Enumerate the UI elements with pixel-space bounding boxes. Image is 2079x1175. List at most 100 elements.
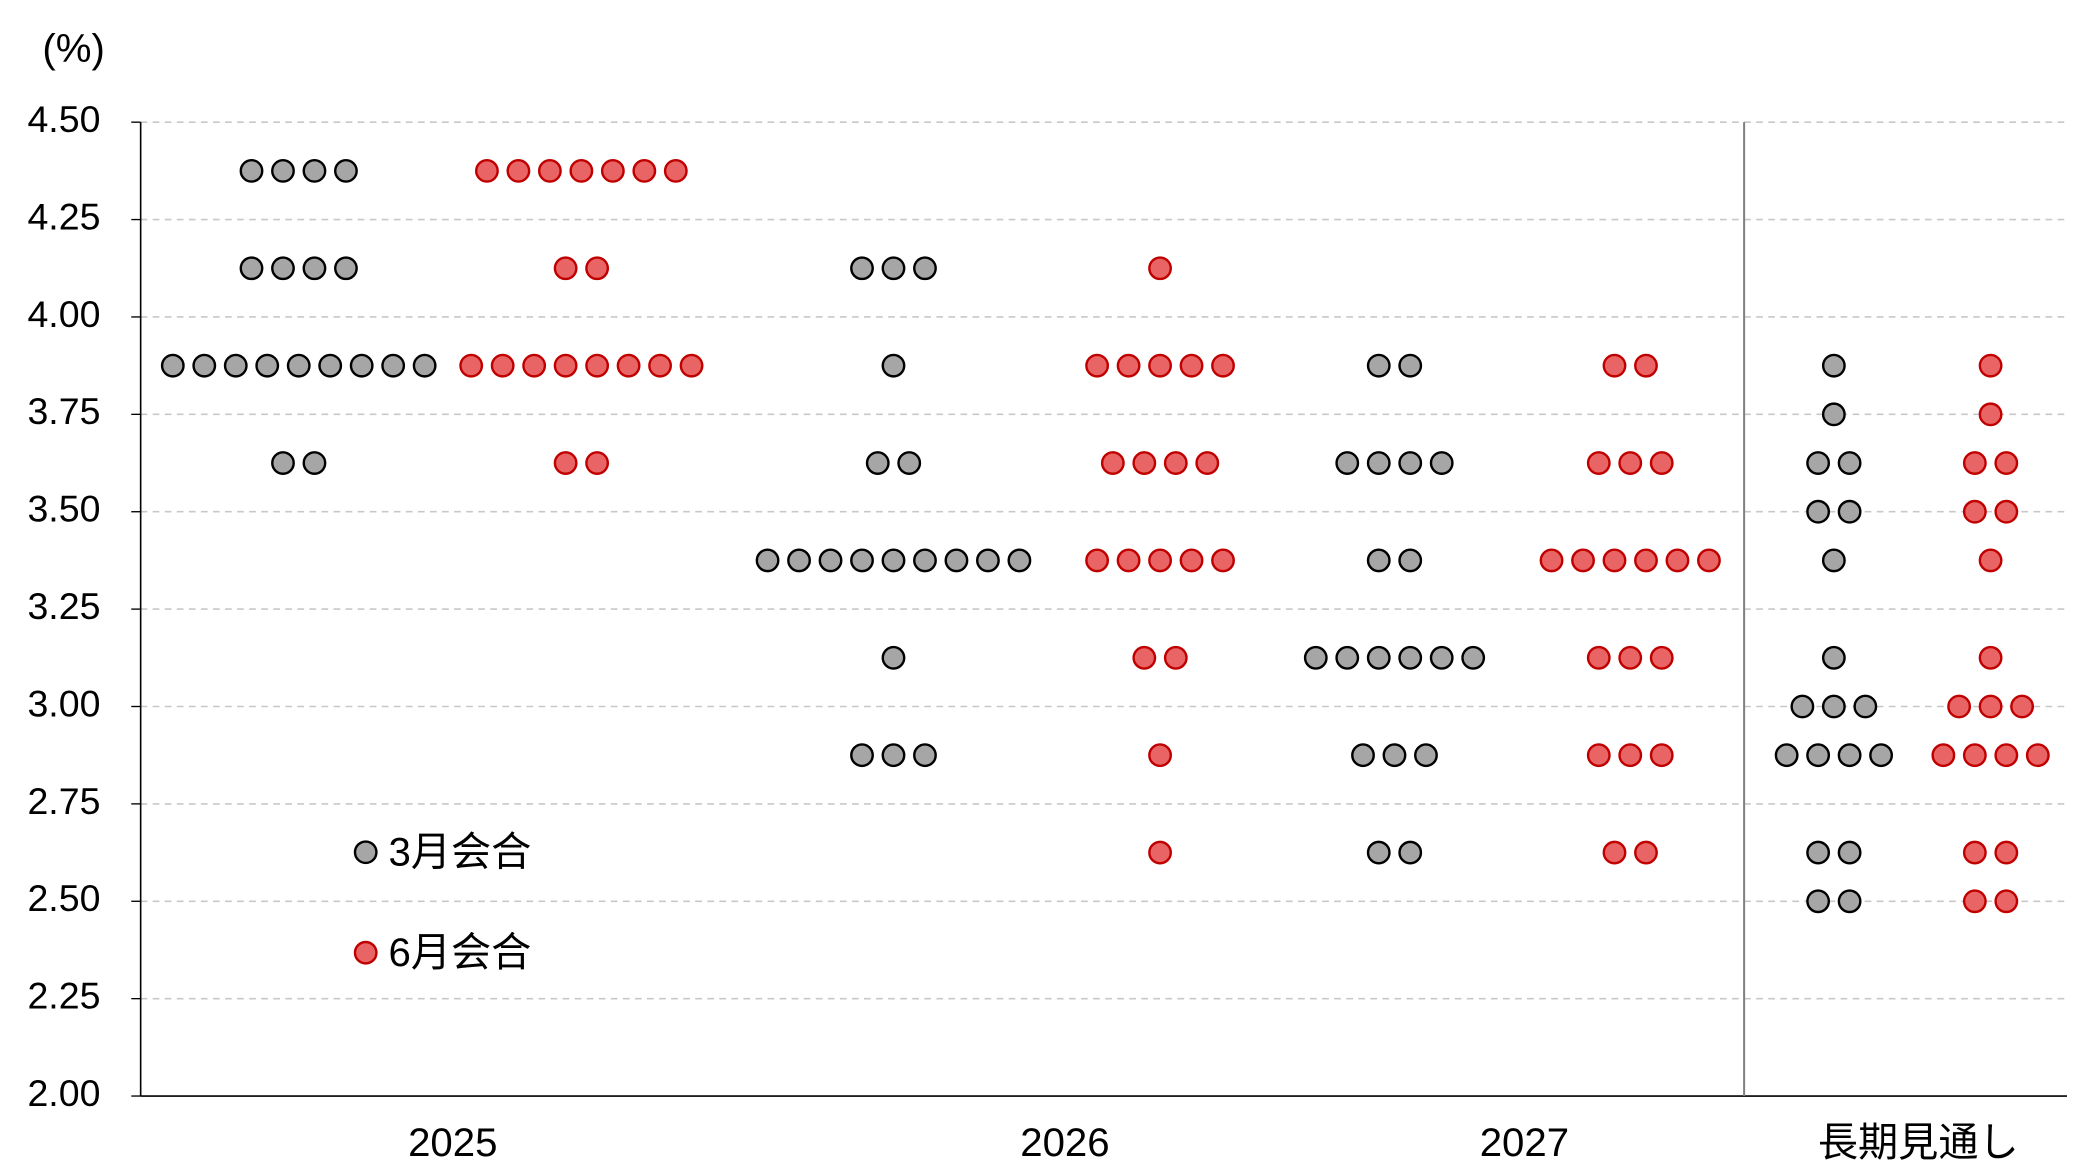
y-tick-label: 4.00	[27, 293, 100, 335]
dot	[302, 256, 327, 281]
dot	[412, 353, 437, 378]
dot	[1649, 743, 1674, 768]
dot	[1398, 645, 1423, 670]
dot	[1618, 743, 1643, 768]
dot	[585, 256, 610, 281]
dot	[1366, 645, 1391, 670]
dot	[1116, 353, 1141, 378]
x-tick-label: 2026	[1020, 1120, 1109, 1165]
dot	[913, 256, 937, 281]
dot	[600, 158, 625, 183]
dot	[881, 256, 906, 281]
dot	[679, 353, 704, 378]
dot	[1148, 256, 1172, 281]
dot	[302, 158, 327, 183]
dot	[2010, 694, 2034, 719]
dot	[1132, 645, 1157, 670]
dot	[663, 158, 688, 183]
dot	[1634, 353, 1658, 378]
dot	[1398, 548, 1423, 573]
dot	[1586, 645, 1611, 670]
dot	[1195, 451, 1220, 475]
dot	[1586, 451, 1611, 475]
dot	[1179, 353, 1204, 378]
dot	[1398, 451, 1423, 475]
dot	[2025, 743, 2050, 768]
dot	[334, 158, 358, 183]
dot	[537, 158, 562, 183]
dot	[286, 353, 311, 378]
dot	[1634, 548, 1658, 573]
dot	[818, 548, 843, 573]
dot	[1148, 840, 1172, 865]
dot	[1211, 548, 1235, 573]
dot	[1366, 548, 1391, 573]
legend-label: 3月会合	[388, 830, 531, 875]
dot	[944, 548, 969, 573]
dot	[1962, 451, 1987, 475]
dot	[881, 645, 906, 670]
dot	[239, 158, 264, 183]
dot	[1303, 645, 1328, 670]
dot	[239, 256, 264, 281]
dot	[1366, 840, 1391, 865]
dot	[1586, 743, 1611, 768]
dot	[569, 158, 594, 183]
dot	[1994, 889, 2019, 914]
dot	[881, 548, 906, 573]
dot	[755, 548, 780, 573]
dot	[1994, 499, 2019, 524]
y-tick-label: 4.50	[27, 98, 100, 140]
legend-marker	[353, 940, 378, 965]
dot	[1962, 743, 1987, 768]
dot	[1539, 548, 1564, 573]
dot	[334, 256, 358, 281]
dot	[787, 548, 811, 573]
dot	[1774, 743, 1799, 768]
dot	[1116, 548, 1141, 573]
dot	[1618, 451, 1643, 475]
dot	[850, 548, 874, 573]
dot	[1821, 694, 1846, 719]
dot	[381, 353, 406, 378]
dot	[1085, 353, 1110, 378]
dot	[648, 353, 672, 378]
y-tick-label: 2.50	[27, 877, 100, 919]
y-tick-label: 2.75	[27, 780, 100, 822]
dot	[913, 743, 937, 768]
y-unit-label: (%)	[42, 26, 104, 71]
dot	[553, 451, 578, 475]
dot	[302, 451, 327, 475]
dot	[1837, 743, 1862, 768]
dot	[1962, 889, 1987, 914]
dot	[1821, 548, 1846, 573]
dot	[1148, 548, 1172, 573]
dot	[490, 353, 515, 378]
dot	[616, 353, 641, 378]
dot	[1821, 353, 1846, 378]
dot	[881, 353, 906, 378]
dot	[1837, 840, 1862, 865]
dot	[1163, 451, 1188, 475]
dot	[1665, 548, 1690, 573]
y-tick-label: 3.50	[27, 488, 100, 530]
y-tick-label: 2.00	[27, 1072, 100, 1114]
dot	[897, 451, 922, 475]
dot	[318, 353, 343, 378]
dot	[475, 158, 499, 183]
dot	[1978, 548, 2003, 573]
dot	[585, 353, 610, 378]
y-tick-label: 3.25	[27, 585, 100, 627]
dot	[1806, 840, 1831, 865]
dot	[1602, 353, 1627, 378]
dot	[1351, 743, 1375, 768]
x-tick-label: 2025	[408, 1120, 497, 1165]
dot	[865, 451, 890, 475]
dot	[1085, 548, 1110, 573]
dot	[506, 158, 531, 183]
dot	[1962, 840, 1987, 865]
dot	[1100, 451, 1125, 475]
dot	[1335, 451, 1360, 475]
dot	[1335, 645, 1360, 670]
legend-label: 6月会合	[388, 930, 531, 975]
